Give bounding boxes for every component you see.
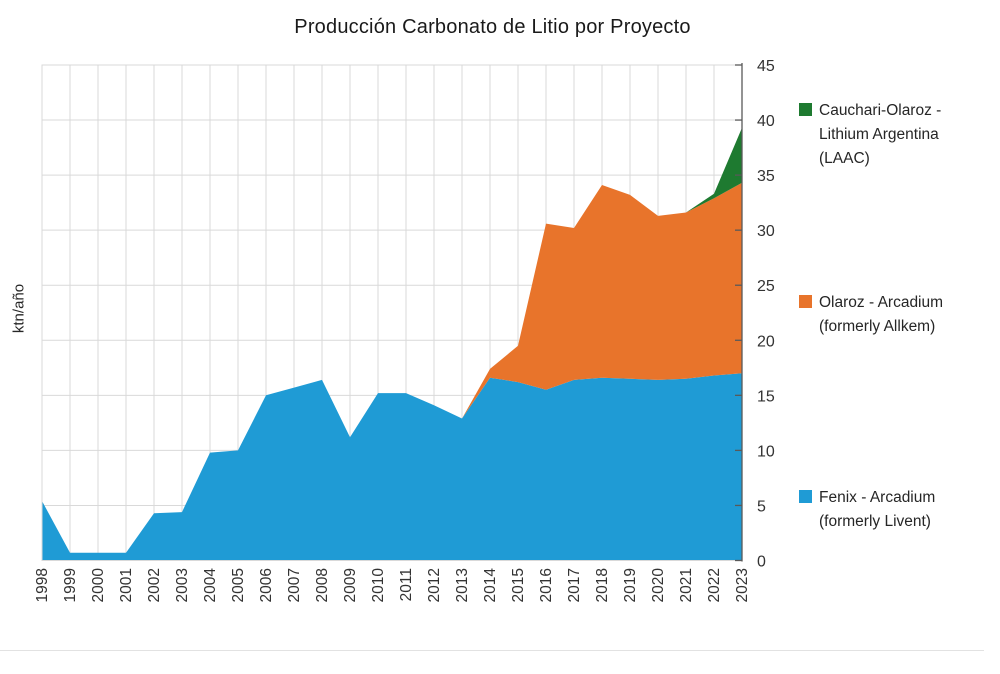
x-tick-label: 2000: [90, 568, 107, 603]
x-tick-label: 2007: [286, 568, 303, 602]
x-tick-label: 2006: [258, 568, 275, 602]
x-tick-label: 2014: [482, 568, 499, 603]
x-tick-label: 2021: [678, 568, 695, 602]
chart-title: Producción Carbonato de Litio por Proyec…: [294, 16, 691, 38]
x-tick-label: 2020: [650, 568, 667, 603]
x-tick-label: 2022: [706, 568, 723, 602]
x-tick-label: 2001: [118, 568, 135, 602]
x-tick-label: 2015: [510, 568, 527, 602]
area-fenix: [42, 373, 742, 561]
y-axis: 0 5 10 15 20 25 30 35 40 45: [735, 58, 775, 571]
y-tick-label: 30: [757, 223, 775, 240]
x-tick-label: 2016: [538, 568, 555, 602]
x-tick-label: 1999: [62, 568, 79, 602]
legend-label-olaroz: Olaroz - Arcadium (formerly Allkem): [819, 294, 944, 335]
y-axis-title: ktn/año: [10, 283, 28, 334]
legend-swatch-fenix: [799, 490, 812, 503]
legend-label-cauchari-olaroz: Cauchari-Olaroz - Lithium Argentina (LAA…: [819, 102, 942, 167]
x-tick-label: 2002: [146, 568, 163, 602]
x-tick-label: 2004: [202, 568, 219, 603]
x-tick-label: 2008: [314, 568, 331, 602]
legend-item-fenix: Fenix - Arcadium (formerly Livent): [799, 486, 985, 534]
y-tick-label: 25: [757, 278, 775, 295]
legend-item-cauchari-olaroz: Cauchari-Olaroz - Lithium Argentina (LAA…: [799, 99, 985, 171]
y-tick-label: 0: [757, 554, 766, 571]
x-tick-label: 2009: [342, 568, 359, 602]
x-tick-label: 2003: [174, 568, 191, 602]
legend-item-olaroz: Olaroz - Arcadium (formerly Allkem): [799, 291, 985, 339]
y-tick-label: 35: [757, 168, 775, 185]
y-tick-label: 20: [757, 333, 775, 350]
x-tick-label: 2017: [566, 568, 583, 602]
x-tick-label: 2012: [426, 568, 443, 602]
legend-label-fenix: Fenix - Arcadium (formerly Livent): [819, 489, 936, 530]
y-tick-label: 5: [757, 498, 766, 515]
x-axis: 1998 1999 2000 2001 2002 2003 2004 2005 2006 2007…: [34, 568, 751, 603]
legend-swatch-cauchari-olaroz: [799, 103, 812, 116]
x-tick-label: 1998: [34, 568, 51, 602]
area-olaroz: [42, 182, 742, 553]
y-tick-label: 40: [757, 113, 775, 130]
legend-swatch-olaroz: [799, 295, 812, 308]
page-divider: [0, 650, 984, 651]
x-tick-label: 2019: [622, 568, 639, 602]
x-tick-label: 2018: [594, 568, 611, 602]
x-tick-label: 2005: [230, 568, 247, 602]
x-tick-label: 2010: [370, 568, 387, 603]
y-tick-label: 10: [757, 443, 775, 460]
x-tick-label: 2011: [398, 568, 415, 601]
y-tick-label: 45: [757, 58, 775, 75]
y-tick-label: 15: [757, 388, 775, 405]
x-tick-label: 2013: [454, 568, 471, 602]
x-tick-label: 2023: [734, 568, 751, 602]
